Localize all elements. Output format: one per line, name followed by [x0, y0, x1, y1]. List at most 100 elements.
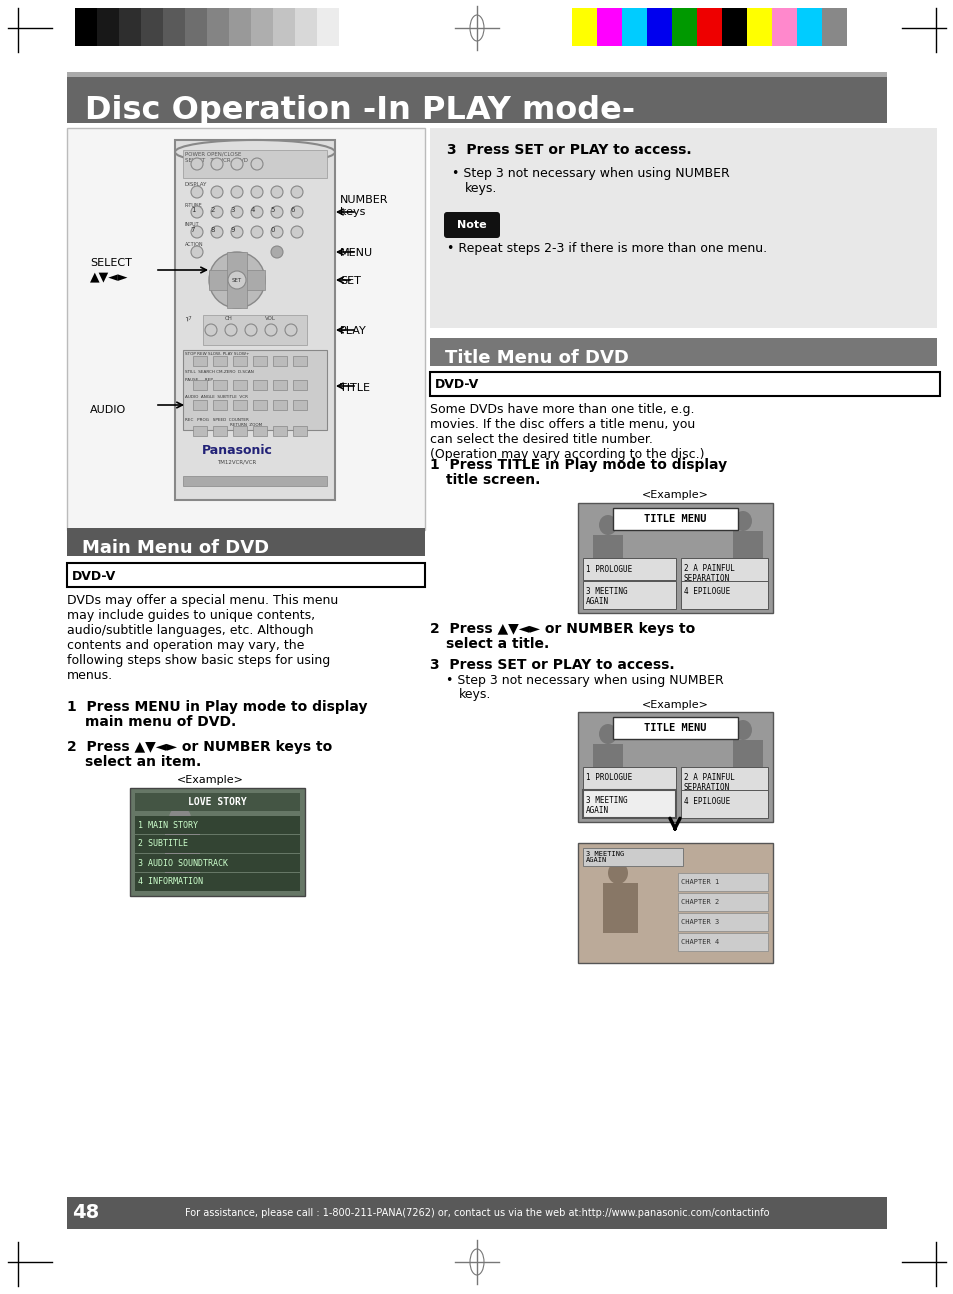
Ellipse shape [231, 226, 243, 238]
Ellipse shape [191, 246, 203, 258]
Text: 3 MEETING
AGAIN: 3 MEETING AGAIN [585, 796, 627, 815]
Text: Note: Note [456, 220, 486, 230]
Bar [746, 8, 771, 47]
Ellipse shape [205, 324, 216, 336]
Bar [338, 8, 360, 47]
Bar [593, 744, 622, 784]
Bar [165, 828, 200, 873]
Bar [293, 380, 307, 389]
Text: CHAPTER 4: CHAPTER 4 [680, 939, 719, 945]
Text: ┒7: ┒7 [185, 316, 192, 321]
Ellipse shape [174, 140, 335, 164]
Text: 48: 48 [71, 1203, 99, 1223]
Bar [233, 426, 247, 436]
Bar [67, 528, 424, 556]
Text: 3 AUDIO SOUNDTRACK: 3 AUDIO SOUNDTRACK [138, 858, 228, 867]
Bar [678, 873, 767, 892]
Bar [213, 380, 227, 389]
Bar [135, 873, 299, 892]
Text: CH: CH [225, 316, 233, 321]
Text: 9: 9 [231, 226, 235, 233]
Bar [732, 531, 762, 571]
Text: TITLE MENU: TITLE MENU [643, 514, 705, 524]
Bar [209, 270, 265, 290]
Bar [678, 914, 767, 930]
Bar [229, 8, 251, 47]
Bar [582, 848, 682, 866]
Text: 2 A PAINFUL
SEPARATION: 2 A PAINFUL SEPARATION [683, 564, 734, 584]
Text: • Step 3 not necessary when using NUMBER: • Step 3 not necessary when using NUMBER [446, 674, 723, 687]
Text: Main Menu of DVD: Main Menu of DVD [82, 540, 269, 556]
Text: 1 PROLOGUE: 1 PROLOGUE [585, 564, 632, 573]
Bar [796, 8, 821, 47]
Text: DVD-V: DVD-V [435, 379, 478, 392]
Text: PAUSE    -REP-: PAUSE -REP- [185, 378, 214, 382]
Text: Some DVDs have more than one title, e.g.
movies. If the disc offers a title menu: Some DVDs have more than one title, e.g.… [430, 402, 703, 461]
Text: CHAPTER 3: CHAPTER 3 [680, 919, 719, 925]
Text: 4: 4 [251, 207, 254, 214]
Ellipse shape [211, 226, 223, 238]
Ellipse shape [211, 206, 223, 217]
Ellipse shape [209, 252, 265, 308]
Text: RETURN  ZOOM: RETURN ZOOM [230, 423, 262, 427]
Text: main menu of DVD.: main menu of DVD. [85, 716, 236, 729]
Text: MENU: MENU [339, 248, 373, 258]
Bar [582, 581, 676, 609]
Bar [582, 558, 676, 580]
Bar [430, 338, 936, 366]
Text: 3  Press SET or PLAY to access.: 3 Press SET or PLAY to access. [447, 144, 691, 157]
Text: 4 EPILOGUE: 4 EPILOGUE [683, 587, 729, 597]
Ellipse shape [271, 186, 283, 198]
Text: 1  Press MENU in Play mode to display: 1 Press MENU in Play mode to display [67, 700, 367, 714]
Bar [294, 8, 316, 47]
Bar [183, 150, 327, 179]
Text: CHAPTER 1: CHAPTER 1 [680, 879, 719, 885]
Bar [141, 8, 163, 47]
Bar [97, 8, 119, 47]
Bar [193, 380, 207, 389]
Text: POWER OPEN/CLOSE: POWER OPEN/CLOSE [185, 151, 241, 157]
Bar [135, 854, 299, 872]
Bar [680, 558, 767, 586]
Bar [680, 791, 767, 818]
Ellipse shape [251, 158, 263, 170]
Text: Panasonic: Panasonic [201, 444, 273, 457]
Ellipse shape [291, 226, 303, 238]
Text: ▲▼◄►: ▲▼◄► [90, 270, 129, 283]
Text: 2  Press ▲▼◄► or NUMBER keys to: 2 Press ▲▼◄► or NUMBER keys to [67, 740, 332, 754]
Bar [771, 8, 796, 47]
Bar [253, 426, 267, 436]
Bar [273, 426, 287, 436]
Text: title screen.: title screen. [446, 474, 539, 487]
Text: <Example>: <Example> [176, 775, 243, 785]
Bar [697, 8, 721, 47]
Bar [193, 400, 207, 410]
Bar [572, 8, 597, 47]
Text: 3 MEETING
AGAIN: 3 MEETING AGAIN [585, 587, 627, 607]
Ellipse shape [251, 226, 263, 238]
Bar [67, 72, 886, 78]
Bar [578, 842, 772, 963]
Text: DVDs may offer a special menu. This menu
may include guides to unique contents,
: DVDs may offer a special menu. This menu… [67, 594, 338, 682]
Text: 1: 1 [191, 207, 195, 214]
Text: 2 SUBTITLE: 2 SUBTITLE [138, 840, 188, 849]
Bar [67, 563, 424, 587]
Bar [67, 78, 886, 123]
Ellipse shape [598, 515, 617, 534]
Bar [183, 476, 327, 487]
Bar [193, 426, 207, 436]
Bar [273, 356, 287, 366]
Bar [293, 400, 307, 410]
Text: 4 EPILOGUE: 4 EPILOGUE [683, 797, 729, 805]
Bar [613, 717, 738, 739]
Ellipse shape [733, 719, 751, 740]
Text: 7: 7 [191, 226, 195, 233]
Text: • Repeat steps 2-3 if there is more than one menu.: • Repeat steps 2-3 if there is more than… [447, 242, 766, 255]
Ellipse shape [285, 324, 296, 336]
Bar [273, 380, 287, 389]
Ellipse shape [231, 206, 243, 217]
Bar [135, 817, 299, 835]
Text: SELECT: SELECT [90, 258, 132, 268]
Bar [253, 356, 267, 366]
Ellipse shape [265, 324, 276, 336]
